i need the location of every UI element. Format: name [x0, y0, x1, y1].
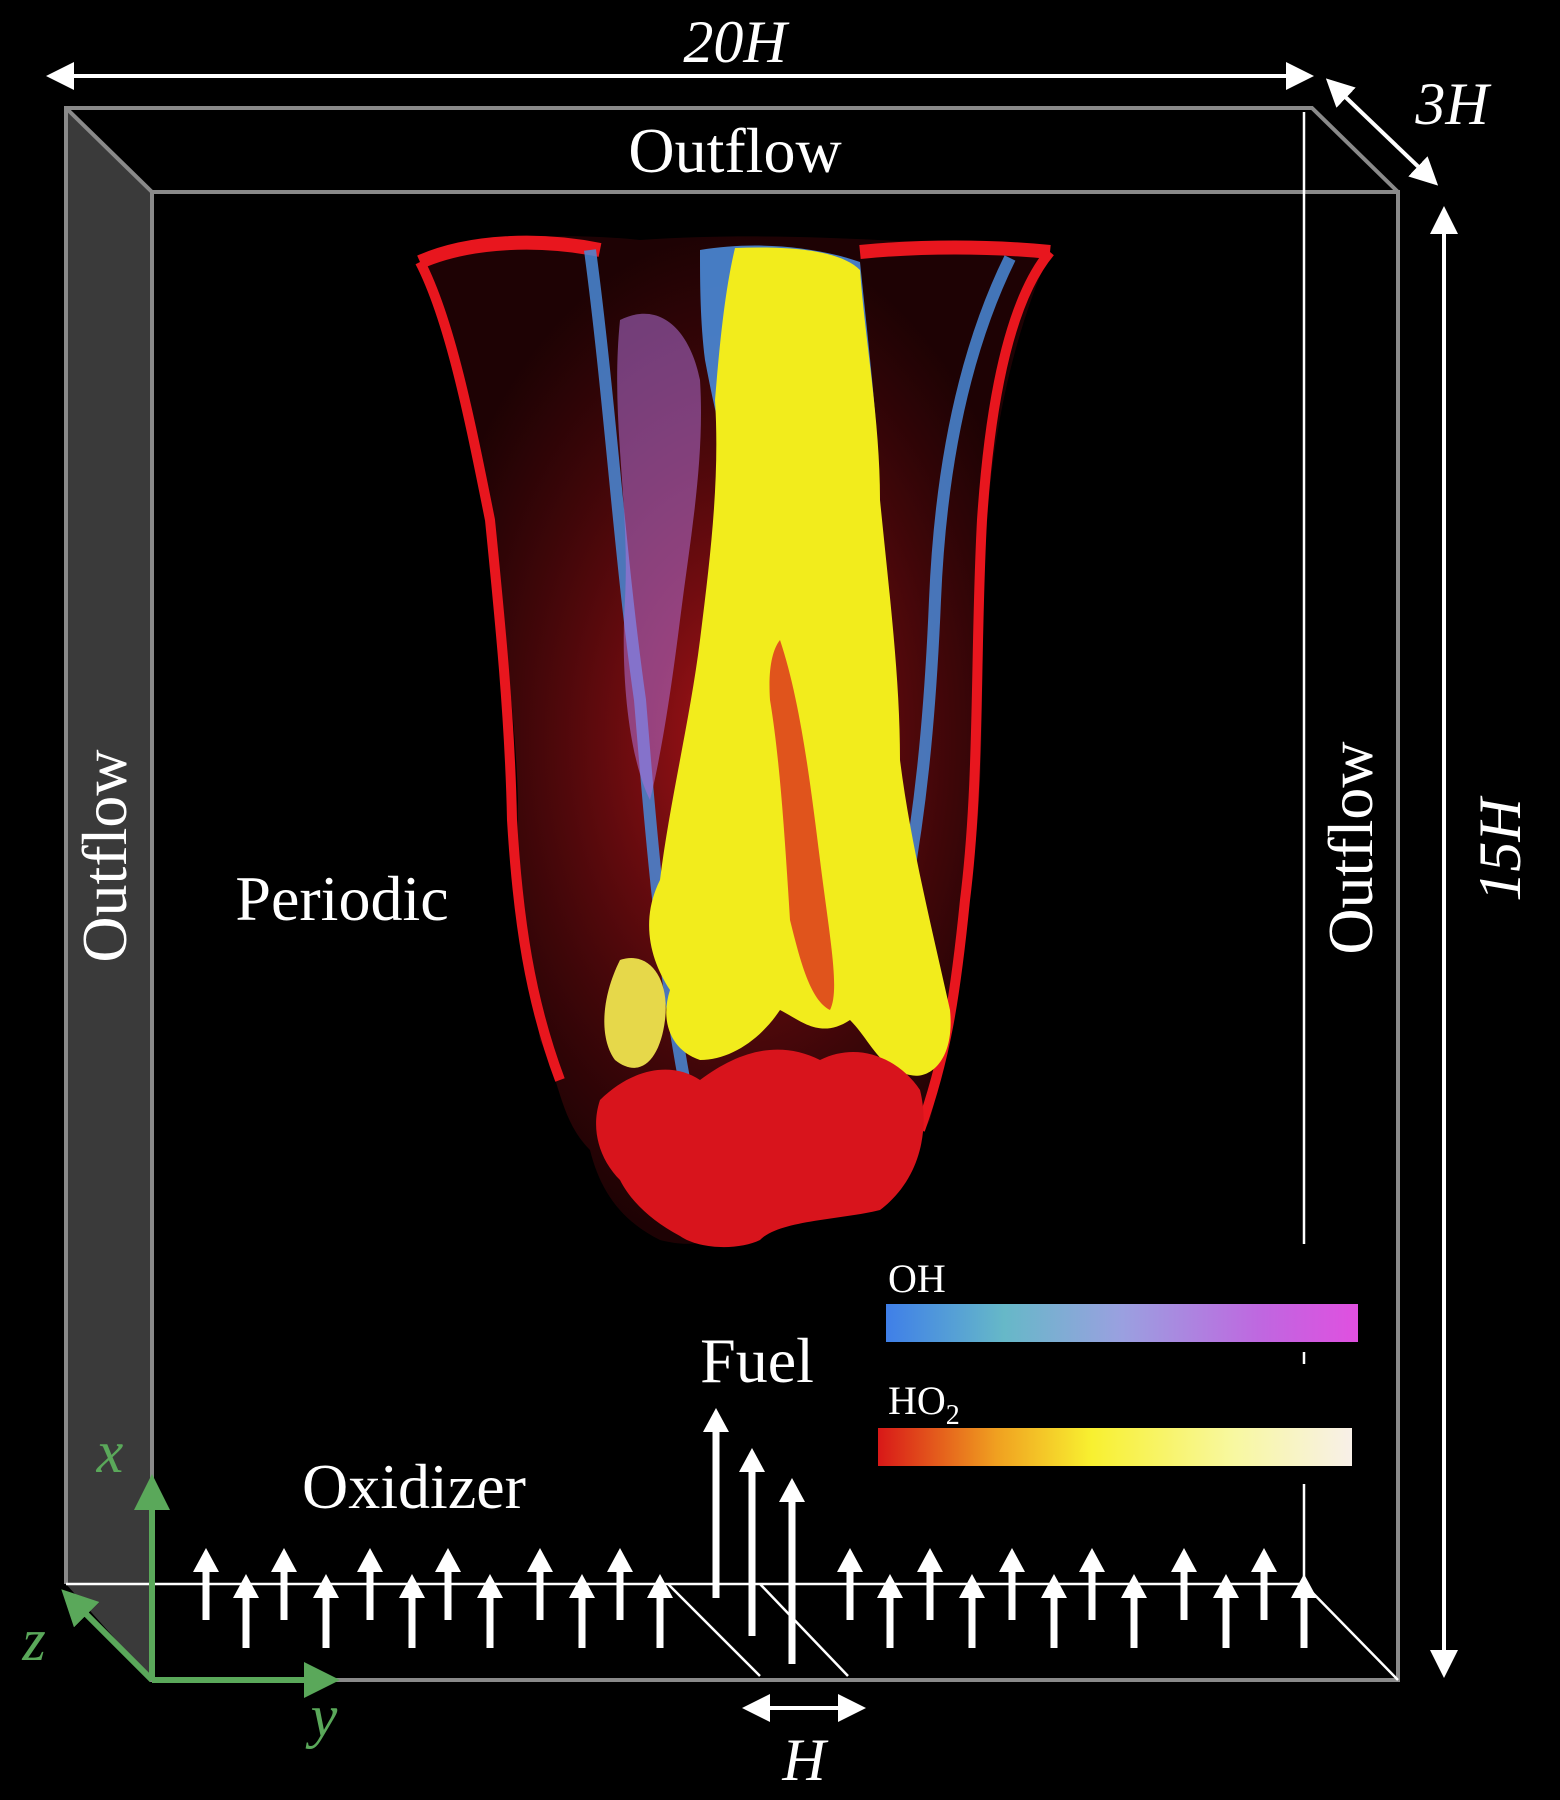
- oh-colorbar: [886, 1304, 1358, 1342]
- height-label: 15H: [1467, 795, 1533, 902]
- oxidizer-arrow: [399, 1574, 425, 1648]
- dimension-height: 15H: [1430, 206, 1533, 1678]
- coordinate-axes: x y z: [21, 1419, 340, 1749]
- oxidizer-arrow-head: [1291, 1574, 1317, 1598]
- oxidizer-arrow: [1079, 1548, 1105, 1620]
- jet-slot-edge-left: [667, 1583, 761, 1677]
- box-front-face: [150, 190, 1400, 1682]
- fuel-label: Fuel: [700, 1325, 814, 1396]
- fuel-arrow-head: [703, 1408, 729, 1432]
- colorbar-ho2: HO2: [878, 1378, 1352, 1466]
- oxidizer-arrow: [999, 1548, 1025, 1620]
- jet-label: H: [781, 1727, 829, 1793]
- oxidizer-arrow-head: [527, 1548, 553, 1572]
- oxidizer-arrow-head: [877, 1574, 903, 1598]
- fuel-arrow-head: [739, 1448, 765, 1472]
- oxidizer-arrow: [313, 1574, 339, 1648]
- oxidizer-arrow: [1251, 1548, 1277, 1620]
- oxidizer-arrow-head: [1171, 1548, 1197, 1572]
- ho2-label-sub: 2: [946, 1400, 960, 1431]
- oxidizer-arrow: [527, 1548, 553, 1620]
- box-top-left-edge: [64, 106, 154, 194]
- oxidizer-arrow-head: [435, 1548, 461, 1572]
- oxidizer-arrow: [477, 1574, 503, 1648]
- colorbar-oh: OH: [886, 1256, 1358, 1342]
- oxidizer-arrow-head: [1041, 1574, 1067, 1598]
- oxidizer-arrow: [569, 1574, 595, 1648]
- fuel-arrow: [703, 1408, 729, 1598]
- oxidizer-arrow-head: [607, 1548, 633, 1572]
- oxidizer-arrow-head: [837, 1548, 863, 1572]
- dimension-jet: H: [742, 1694, 866, 1793]
- oxidizer-arrow-head: [193, 1548, 219, 1572]
- oxidizer-arrow-head: [477, 1574, 503, 1598]
- oxidizer-arrow-head: [357, 1548, 383, 1572]
- oxidizer-arrow-head: [1213, 1574, 1239, 1598]
- oxidizer-arrow-head: [1251, 1548, 1277, 1572]
- oxidizer-arrow-head: [233, 1574, 259, 1598]
- fuel-arrow: [779, 1478, 805, 1664]
- ho2-colorbar: [878, 1428, 1352, 1466]
- fuel-arrow: [739, 1448, 765, 1636]
- oxidizer-arrow: [357, 1548, 383, 1620]
- flame-red-rim-left: [415, 259, 565, 1082]
- z-axis-label: z: [21, 1607, 45, 1673]
- oxidizer-arrow: [1213, 1574, 1239, 1648]
- x-axis-label: x: [96, 1419, 124, 1485]
- flame-blue-right: [894, 255, 1016, 922]
- dimension-depth: 3H: [1325, 71, 1492, 186]
- flame-purple: [617, 313, 701, 800]
- oxidizer-arrow-head: [917, 1548, 943, 1572]
- oxidizer-arrow: [959, 1574, 985, 1648]
- oxidizer-arrow: [1171, 1548, 1197, 1620]
- oxidizer-arrow: [1041, 1574, 1067, 1648]
- periodic-label: Periodic: [235, 863, 448, 934]
- inflow-arrows: [193, 1408, 1317, 1664]
- z-axis-arrow: [61, 1589, 155, 1683]
- flame-base-red: [596, 1049, 924, 1248]
- oh-colorbar-label: OH: [888, 1256, 946, 1301]
- oxidizer-arrow-head: [313, 1574, 339, 1598]
- outflow-right-label: Outflow: [1315, 741, 1386, 954]
- oxidizer-arrow: [607, 1548, 633, 1620]
- oxidizer-arrow: [837, 1548, 863, 1620]
- outflow-left-label: Outflow: [69, 749, 140, 962]
- ho2-label-main: HO: [888, 1378, 946, 1423]
- left-face: [66, 108, 152, 1680]
- y-axis-label: y: [305, 1683, 338, 1749]
- box-bottom-right-edge: [1303, 1583, 1399, 1681]
- oxidizer-arrow-head: [271, 1548, 297, 1572]
- oxidizer-label: Oxidizer: [302, 1451, 526, 1522]
- oxidizer-arrow-head: [399, 1574, 425, 1598]
- oxidizer-arrow: [435, 1548, 461, 1620]
- oxidizer-arrow: [917, 1548, 943, 1620]
- flame-yellow-core: [649, 247, 951, 1076]
- jet-slot-edge-right: [759, 1583, 849, 1677]
- fuel-arrow-head: [779, 1478, 805, 1502]
- depth-label: 3H: [1414, 71, 1492, 137]
- flame-red-inner: [769, 640, 835, 1010]
- flame-yellow-plume-left: [604, 958, 666, 1068]
- outflow-top-label: Outflow: [628, 115, 841, 186]
- ho2-colorbar-label: HO2: [888, 1378, 960, 1431]
- oxidizer-arrow: [1291, 1574, 1317, 1648]
- oxidizer-arrow-head: [1079, 1548, 1105, 1572]
- oxidizer-arrow: [1121, 1574, 1147, 1648]
- oxidizer-arrow: [877, 1574, 903, 1648]
- oxidizer-arrow-head: [569, 1574, 595, 1598]
- oxidizer-arrow-head: [959, 1574, 985, 1598]
- oxidizer-arrow: [193, 1548, 219, 1620]
- oxidizer-arrow: [233, 1574, 259, 1648]
- width-label: 20H: [683, 9, 790, 75]
- depth-arrow: [1325, 78, 1439, 186]
- flame-red-top: [417, 235, 1051, 269]
- dimension-width: 20H: [46, 9, 1314, 90]
- oxidizer-arrow: [271, 1548, 297, 1620]
- oxidizer-arrow-head: [999, 1548, 1025, 1572]
- flame-visualization: [415, 235, 1054, 1248]
- oxidizer-arrow-head: [1121, 1574, 1147, 1598]
- oxidizer-arrow-head: [647, 1574, 673, 1598]
- oxidizer-arrow: [647, 1574, 673, 1648]
